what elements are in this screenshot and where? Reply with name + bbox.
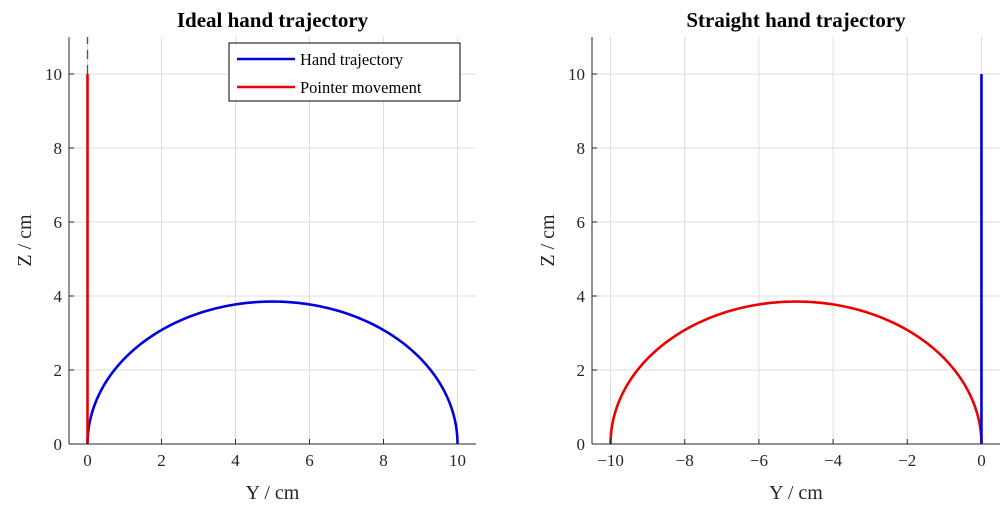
y-tick-label: 8 <box>577 139 586 158</box>
y-tick-label: 4 <box>577 287 586 306</box>
y-tick-label: 0 <box>577 435 586 454</box>
legend-box <box>228 42 461 102</box>
y-tick-label: 4 <box>54 287 63 306</box>
x-tick-label: 0 <box>83 451 92 470</box>
series-line-1 <box>609 300 983 445</box>
x-tick-label: −6 <box>750 451 768 470</box>
legend-label: Pointer movement <box>300 78 422 97</box>
legend: Hand trajectory Pointer movement <box>228 42 461 102</box>
y-tick-label: 0 <box>54 435 63 454</box>
x-tick-label: 2 <box>157 451 166 470</box>
x-tick-label: 6 <box>305 451 314 470</box>
chart-panel-1: 0 2 4 6 8 10 0 2 4 6 8 10 Ideal hand trajectory Y / c… <box>14 8 476 504</box>
series-line-1 <box>86 300 459 445</box>
y-tick-label: 10 <box>568 65 585 84</box>
x-tick-label: 4 <box>231 451 240 470</box>
x-axis-label: Y / cm <box>769 482 823 504</box>
y-axis-label: Z / cm <box>14 214 36 267</box>
x-tick-label: −10 <box>597 451 624 470</box>
y-tick-label: 6 <box>577 213 586 232</box>
x-tick-label: 0 <box>977 451 986 470</box>
x-tick-label: 8 <box>379 451 388 470</box>
x-axis-label: Y / cm <box>246 482 300 504</box>
chart-title: Straight hand trajectory <box>686 8 906 32</box>
x-tick-label: 10 <box>449 451 466 470</box>
chart-title: Ideal hand trajectory <box>177 8 369 32</box>
x-tick-label: −4 <box>824 451 843 470</box>
legend-label: Hand trajectory <box>300 50 404 69</box>
y-tick-label: 8 <box>54 139 63 158</box>
x-tick-label: −8 <box>676 451 694 470</box>
chart-panel-2: −10 −8 −6 −4 −2 0 0 2 4 6 8 10 Straight hand traject… <box>537 8 1000 504</box>
y-axis-label: Z / cm <box>537 214 559 267</box>
y-tick-label: 6 <box>54 213 63 232</box>
x-tick-label: −2 <box>898 451 916 470</box>
y-tick-label: 10 <box>45 65 62 84</box>
y-tick-label: 2 <box>54 361 63 380</box>
y-tick-label: 2 <box>577 361 586 380</box>
